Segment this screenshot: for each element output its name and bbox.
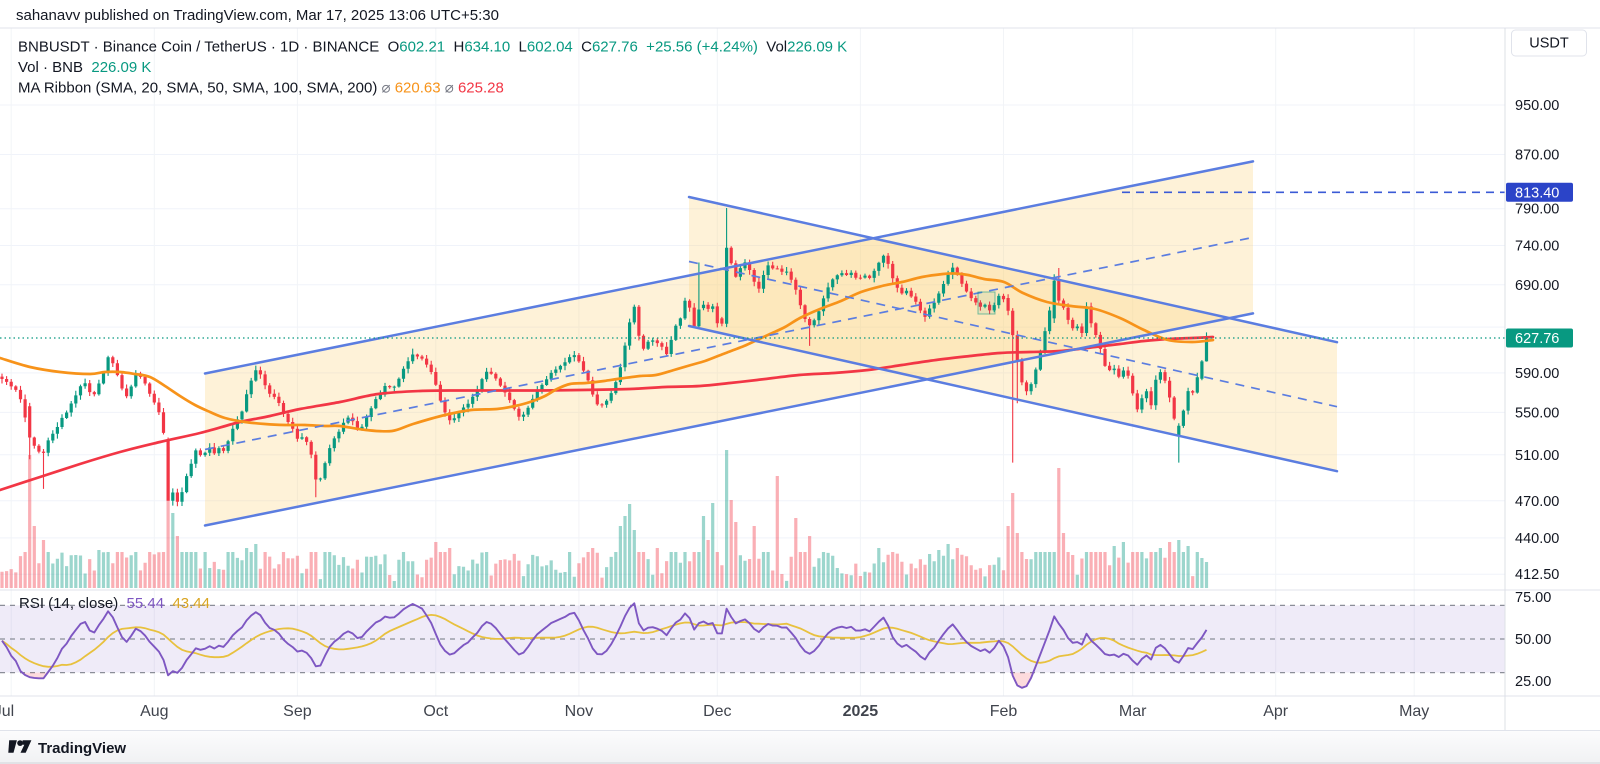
svg-text:May: May	[1399, 703, 1429, 720]
svg-text:MA Ribbon (SMA, 20, SMA, 50, S: MA Ribbon (SMA, 20, SMA, 50, SMA, 100, S…	[18, 80, 504, 97]
svg-text:950.00: 950.00	[1515, 98, 1559, 114]
svg-text:BNBUSDT · Binance Coin / Tethe: BNBUSDT · Binance Coin / TetherUS · 1D ·…	[18, 39, 847, 56]
svg-text:627.76: 627.76	[1515, 331, 1559, 347]
svg-text:Dec: Dec	[703, 703, 731, 720]
svg-text:Mar: Mar	[1119, 703, 1147, 720]
svg-text:550.00: 550.00	[1515, 405, 1559, 421]
svg-text:470.00: 470.00	[1515, 494, 1559, 510]
svg-text:RSI (14, close) 55.44 43.44: RSI (14, close) 55.44 43.44	[19, 595, 210, 612]
svg-text:Feb: Feb	[990, 703, 1018, 720]
svg-text:813.40: 813.40	[1515, 185, 1559, 201]
svg-text:870.00: 870.00	[1515, 148, 1559, 164]
svg-text:75.00: 75.00	[1515, 590, 1551, 606]
svg-text:790.00: 790.00	[1515, 202, 1559, 218]
svg-text:Jul: Jul	[0, 703, 14, 720]
svg-text:412.50: 412.50	[1515, 567, 1559, 583]
svg-text:Aug: Aug	[140, 703, 168, 720]
svg-text:Vol · BNB 226.09 K: Vol · BNB 226.09 K	[18, 59, 151, 76]
svg-text:Apr: Apr	[1263, 703, 1289, 720]
svg-text:sahanavv published on TradingV: sahanavv published on TradingView.com, M…	[16, 7, 499, 24]
svg-text:740.00: 740.00	[1515, 239, 1559, 255]
svg-text:510.00: 510.00	[1515, 448, 1559, 464]
svg-text:TradingView: TradingView	[38, 740, 126, 757]
svg-text:50.00: 50.00	[1515, 632, 1551, 648]
svg-text:USDT: USDT	[1529, 36, 1569, 52]
svg-text:440.00: 440.00	[1515, 531, 1559, 547]
svg-text:25.00: 25.00	[1515, 674, 1551, 690]
svg-text:Nov: Nov	[565, 703, 593, 720]
svg-text:Sep: Sep	[283, 703, 312, 720]
svg-text:590.00: 590.00	[1515, 366, 1559, 382]
svg-text:690.00: 690.00	[1515, 278, 1559, 294]
svg-text:2025: 2025	[843, 703, 879, 720]
svg-text:Oct: Oct	[423, 703, 448, 720]
